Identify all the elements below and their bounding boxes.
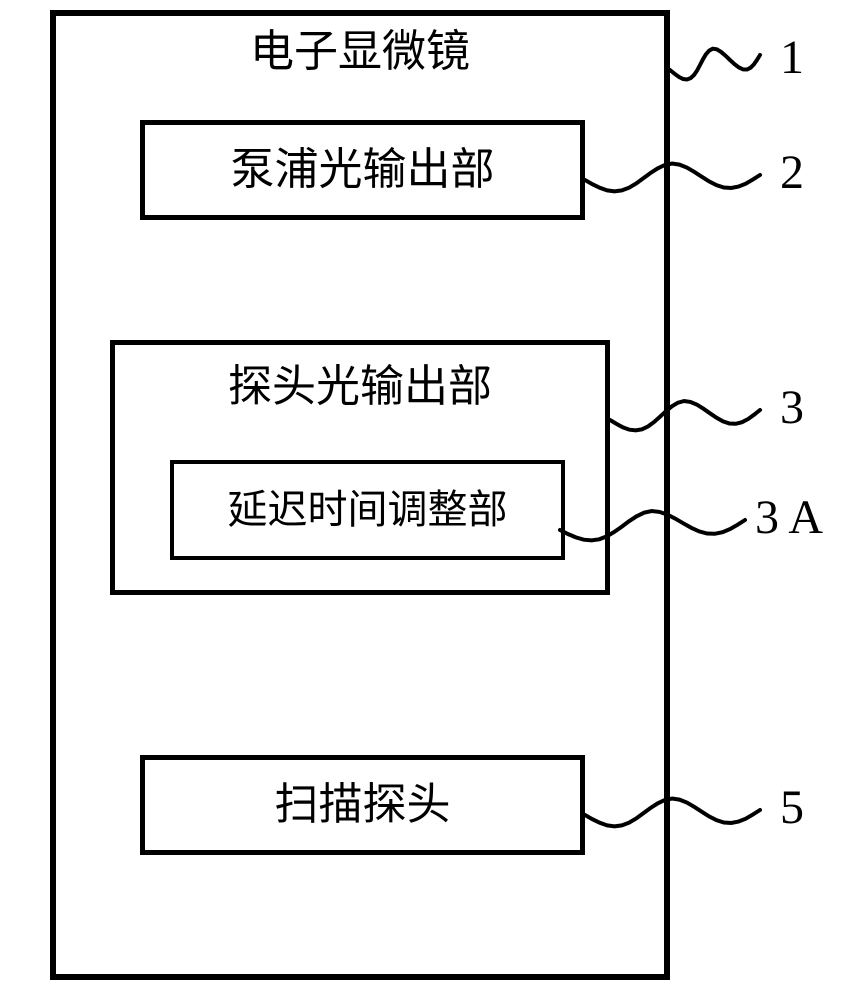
leader-line-2 [585,164,760,192]
leader-lines [0,0,853,1000]
leader-line-1 [670,49,760,80]
leader-line-3 [610,401,760,430]
diagram-root: 电子显微镜 泵浦光输出部 探头光输出部 延迟时间调整部 扫描探头 1 2 3 3… [0,0,853,1000]
leader-line-3a [560,511,745,540]
leader-line-5 [585,799,760,827]
